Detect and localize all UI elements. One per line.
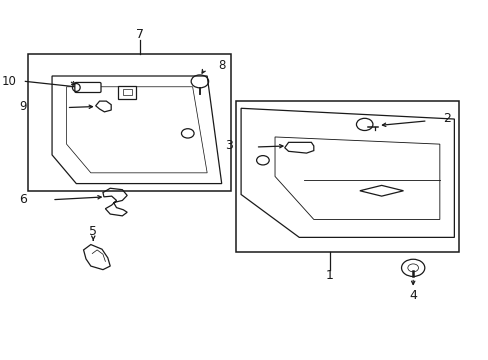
FancyBboxPatch shape <box>75 82 101 93</box>
Bar <box>28 54 231 191</box>
Text: 9: 9 <box>19 100 27 113</box>
Text: 3: 3 <box>224 139 232 152</box>
Bar <box>118 86 136 99</box>
Bar <box>236 101 458 252</box>
Text: 5: 5 <box>89 225 97 238</box>
Text: 10: 10 <box>2 75 17 88</box>
Text: 6: 6 <box>19 193 27 206</box>
Text: 8: 8 <box>218 59 225 72</box>
Text: 4: 4 <box>408 289 416 302</box>
Bar <box>122 89 131 95</box>
Text: 7: 7 <box>136 28 143 41</box>
Text: 2: 2 <box>442 112 450 125</box>
Text: 1: 1 <box>325 269 333 282</box>
